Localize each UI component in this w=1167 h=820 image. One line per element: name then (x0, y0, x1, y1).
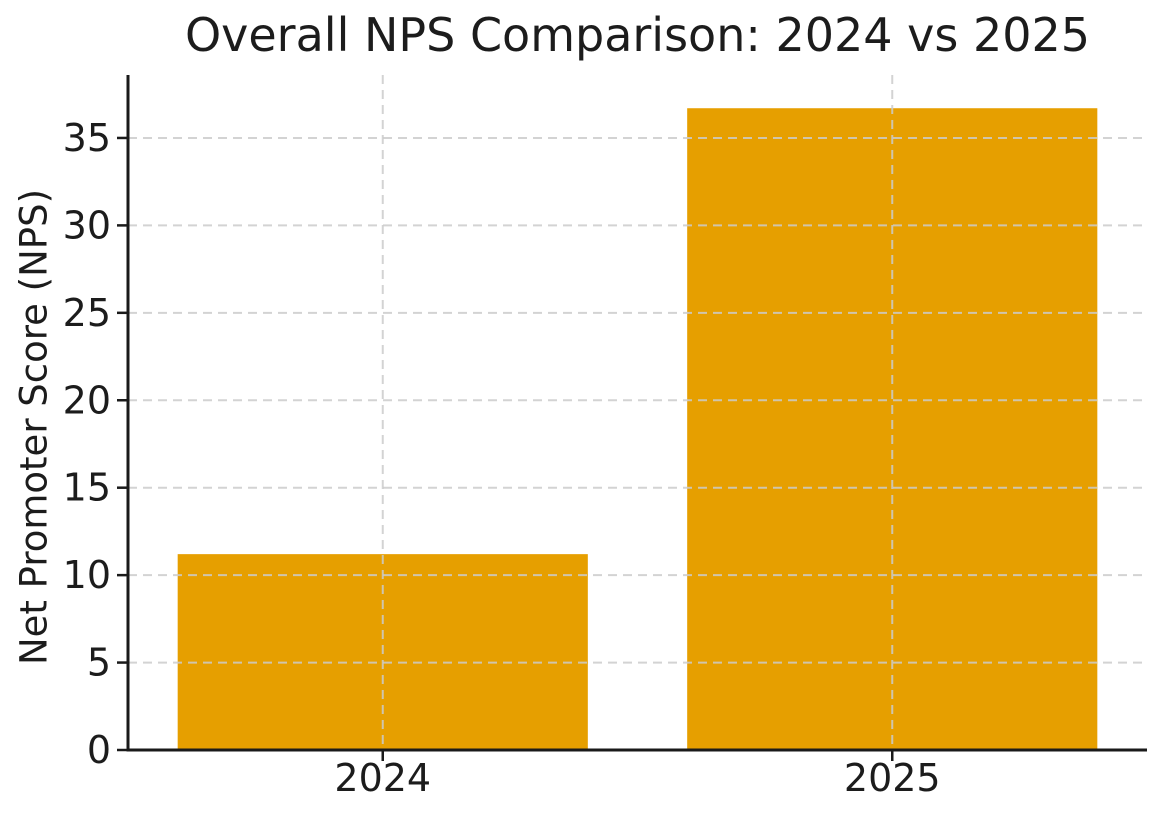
y-tick-label-15: 15 (63, 466, 111, 510)
x-tick-label-2025: 2025 (844, 756, 941, 800)
x-tick-label-2024: 2024 (334, 756, 431, 800)
y-tick-label-30: 30 (63, 203, 111, 247)
y-tick-label-35: 35 (63, 116, 111, 160)
y-tick-label-20: 20 (63, 378, 111, 422)
y-tick-label-25: 25 (63, 291, 111, 335)
chart-title: Overall NPS Comparison: 2024 vs 2025 (184, 8, 1091, 62)
y-tick-label-0: 0 (87, 728, 111, 772)
y-tick-label-5: 5 (87, 641, 111, 685)
y-tick-label-10: 10 (63, 553, 111, 597)
